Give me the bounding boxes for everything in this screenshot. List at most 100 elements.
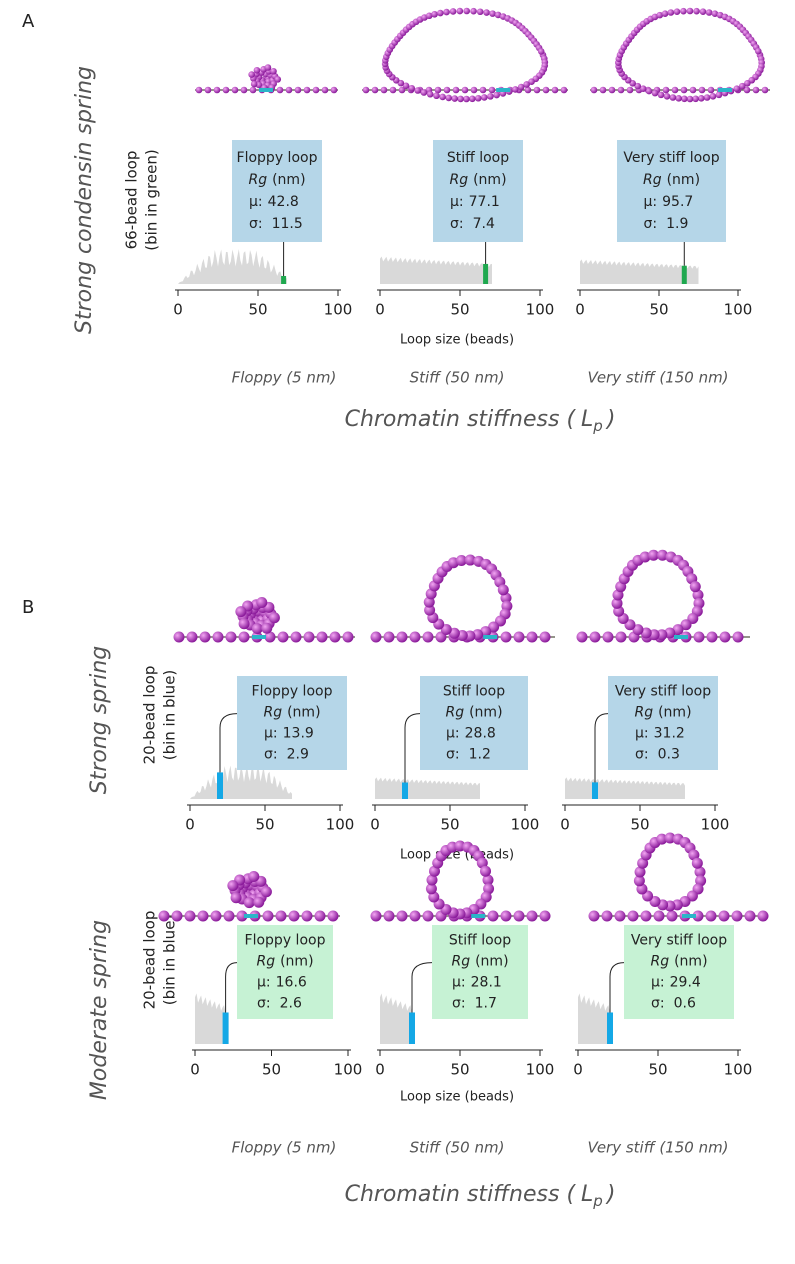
rg-unit: (nm) bbox=[674, 954, 707, 970]
mu-line: μ: 13.9 bbox=[264, 726, 314, 742]
bead bbox=[525, 87, 532, 94]
loop-bin bbox=[607, 1012, 613, 1044]
bead bbox=[254, 67, 261, 74]
bead bbox=[561, 87, 568, 94]
bead bbox=[687, 96, 694, 103]
bead bbox=[277, 87, 284, 94]
bead bbox=[313, 87, 320, 94]
bead bbox=[457, 96, 464, 103]
bead bbox=[577, 632, 588, 643]
axis-title: Chromatin stiffness (Lp) bbox=[345, 407, 616, 435]
bead bbox=[437, 10, 444, 17]
loop-bin bbox=[217, 772, 223, 799]
x-tick-label: 0 bbox=[560, 816, 570, 834]
bead bbox=[269, 612, 280, 623]
bead bbox=[274, 76, 281, 83]
bead bbox=[704, 94, 711, 101]
bead bbox=[487, 93, 494, 100]
bead bbox=[681, 87, 688, 94]
y-label: (bin in green) bbox=[143, 149, 161, 250]
bead bbox=[716, 92, 723, 99]
bead bbox=[265, 64, 272, 71]
y-label: (bin in blue) bbox=[161, 670, 179, 761]
histogram bbox=[178, 249, 287, 284]
mu-value: 29.4 bbox=[670, 975, 701, 991]
histogram bbox=[580, 259, 699, 284]
bead bbox=[708, 87, 715, 94]
condensin bbox=[483, 635, 497, 639]
bead bbox=[289, 911, 300, 922]
loop-bin bbox=[223, 1012, 229, 1044]
axis-title-close: ) bbox=[605, 407, 616, 432]
sigma-value: 7.4 bbox=[473, 216, 495, 232]
bead bbox=[664, 93, 671, 100]
x-tick-label: 0 bbox=[190, 1061, 200, 1079]
bead bbox=[745, 911, 756, 922]
rg-line: Rg(nm) bbox=[445, 705, 502, 721]
connector bbox=[226, 963, 237, 1013]
bead bbox=[322, 87, 329, 94]
bead bbox=[248, 871, 259, 882]
sigma-symbol: σ: bbox=[644, 216, 658, 232]
x-tick-label: 100 bbox=[526, 1061, 555, 1079]
bead bbox=[315, 911, 326, 922]
mu-symbol: μ: bbox=[452, 975, 466, 991]
bead bbox=[256, 597, 267, 608]
box-title: Stiff loop bbox=[449, 933, 511, 949]
panel-label: A bbox=[22, 11, 35, 32]
mu-symbol: μ: bbox=[264, 726, 278, 742]
x-tick-label: 100 bbox=[334, 1061, 363, 1079]
bead bbox=[232, 87, 239, 94]
bead bbox=[172, 911, 183, 922]
bead bbox=[211, 911, 222, 922]
x-tick-label: 50 bbox=[648, 1061, 667, 1079]
axis-title-text: Chromatin stiffness ( bbox=[345, 1182, 577, 1207]
mu-line: μ:16.6 bbox=[257, 975, 307, 991]
bead bbox=[618, 87, 625, 94]
bead bbox=[251, 81, 258, 88]
box-title: Floppy loop bbox=[252, 684, 333, 700]
bead bbox=[534, 87, 541, 94]
bead bbox=[628, 911, 639, 922]
axis-title-subscript: p bbox=[592, 1192, 603, 1210]
rg-symbol: Rg bbox=[445, 705, 464, 721]
bead bbox=[489, 10, 496, 17]
sigma-symbol: σ: bbox=[249, 216, 263, 232]
bead bbox=[252, 623, 263, 634]
rg-unit: (nm) bbox=[287, 705, 320, 721]
bead bbox=[662, 10, 669, 17]
bead bbox=[187, 632, 198, 643]
bead bbox=[480, 866, 491, 877]
x-tick-label: 0 bbox=[573, 1061, 583, 1079]
x-tick-label: 100 bbox=[326, 816, 355, 834]
bead bbox=[540, 911, 551, 922]
mu-line: μ:95.7 bbox=[644, 194, 694, 210]
bead bbox=[343, 632, 354, 643]
bead bbox=[692, 96, 699, 103]
bead bbox=[261, 886, 272, 897]
bead bbox=[444, 87, 451, 94]
bead bbox=[627, 87, 634, 94]
bead bbox=[707, 632, 718, 643]
box-title: Very stiff loop bbox=[631, 933, 727, 949]
bead bbox=[489, 87, 496, 94]
bead bbox=[667, 911, 678, 922]
bead bbox=[397, 632, 408, 643]
x-tick-label: 100 bbox=[324, 301, 353, 319]
x-tick-label: 50 bbox=[248, 301, 267, 319]
bead bbox=[462, 87, 469, 94]
mu-symbol: μ: bbox=[450, 194, 464, 210]
bead bbox=[690, 581, 701, 592]
bead bbox=[439, 94, 446, 101]
bead bbox=[270, 68, 277, 75]
bead bbox=[710, 93, 717, 100]
bead bbox=[690, 87, 697, 94]
bead bbox=[435, 87, 442, 94]
box-title: Floppy loop bbox=[245, 933, 326, 949]
sigma-line: σ:7.4 bbox=[450, 216, 495, 232]
stiffness-label: Floppy (5 nm) bbox=[232, 369, 337, 387]
bead bbox=[463, 96, 470, 103]
bead bbox=[493, 92, 500, 99]
mu-value: 13.9 bbox=[283, 726, 314, 742]
rg-unit: (nm) bbox=[658, 705, 691, 721]
